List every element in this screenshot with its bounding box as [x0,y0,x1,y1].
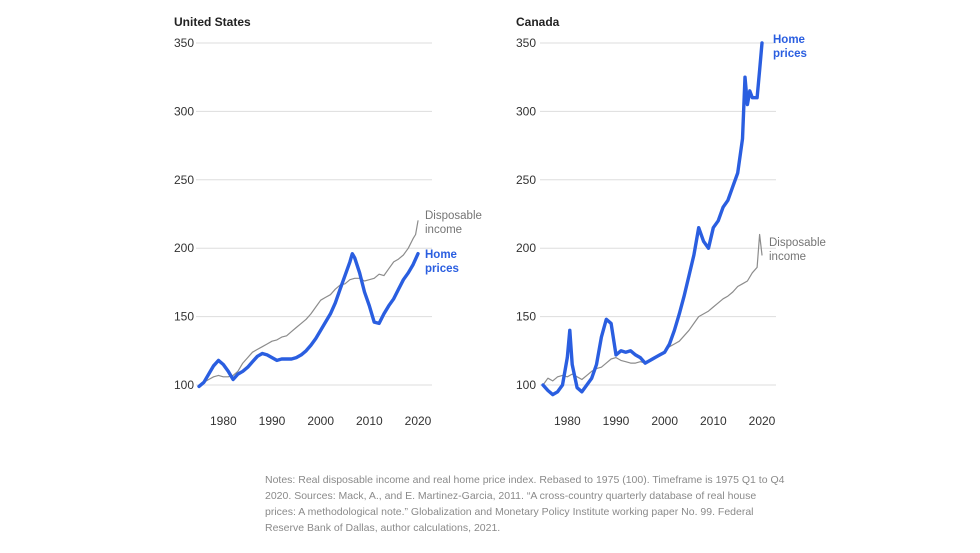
disposable-income-series-label: Disposable income [425,210,482,236]
y-tick-label: 150 [174,310,194,324]
y-tick-label: 350 [516,36,536,50]
home-prices-series-label: Home prices [773,34,807,60]
y-tick-label: 100 [174,378,194,392]
home-prices-line-united-states [197,252,420,389]
x-tick-label: 2010 [356,414,383,428]
x-tick-label: 1980 [210,414,237,428]
home-prices-line-canada [541,41,764,397]
y-tick-label: 150 [516,310,536,324]
y-tick-label: 250 [174,173,194,187]
x-tick-label: 1980 [554,414,581,428]
home-prices-series-label: Home prices [425,249,459,275]
chart-canada: Canada 100 150 200 250 300 350 1980 1990 2000 201… [516,15,826,428]
chart-united-states: United States 100 150 200 250 300 350 1980 1990… [174,15,482,428]
y-tick-label: 200 [174,241,194,255]
x-tick-label: 2020 [749,414,776,428]
x-tick-label: 2000 [651,414,678,428]
y-tick-label: 300 [174,104,194,118]
x-tick-label: 1990 [259,414,286,428]
x-tick-label: 2000 [307,414,334,428]
y-tick-label: 200 [516,241,536,255]
chart-title-canada: Canada [516,15,560,29]
x-tick-label: 2010 [700,414,727,428]
y-tick-label: 350 [174,36,194,50]
disposable-income-line-united-states [198,220,419,386]
y-tick-label: 300 [516,104,536,118]
disposable-income-series-label: Disposable income [769,237,826,263]
chart-notes: Notes: Real disposable income and real h… [265,474,785,534]
x-tick-label: 1990 [603,414,630,428]
y-tick-label: 250 [516,173,536,187]
x-tick-label: 2020 [405,414,432,428]
y-tick-label: 100 [516,378,536,392]
chart-title-united-states: United States [174,15,251,29]
disposable-income-line-canada [542,233,763,386]
